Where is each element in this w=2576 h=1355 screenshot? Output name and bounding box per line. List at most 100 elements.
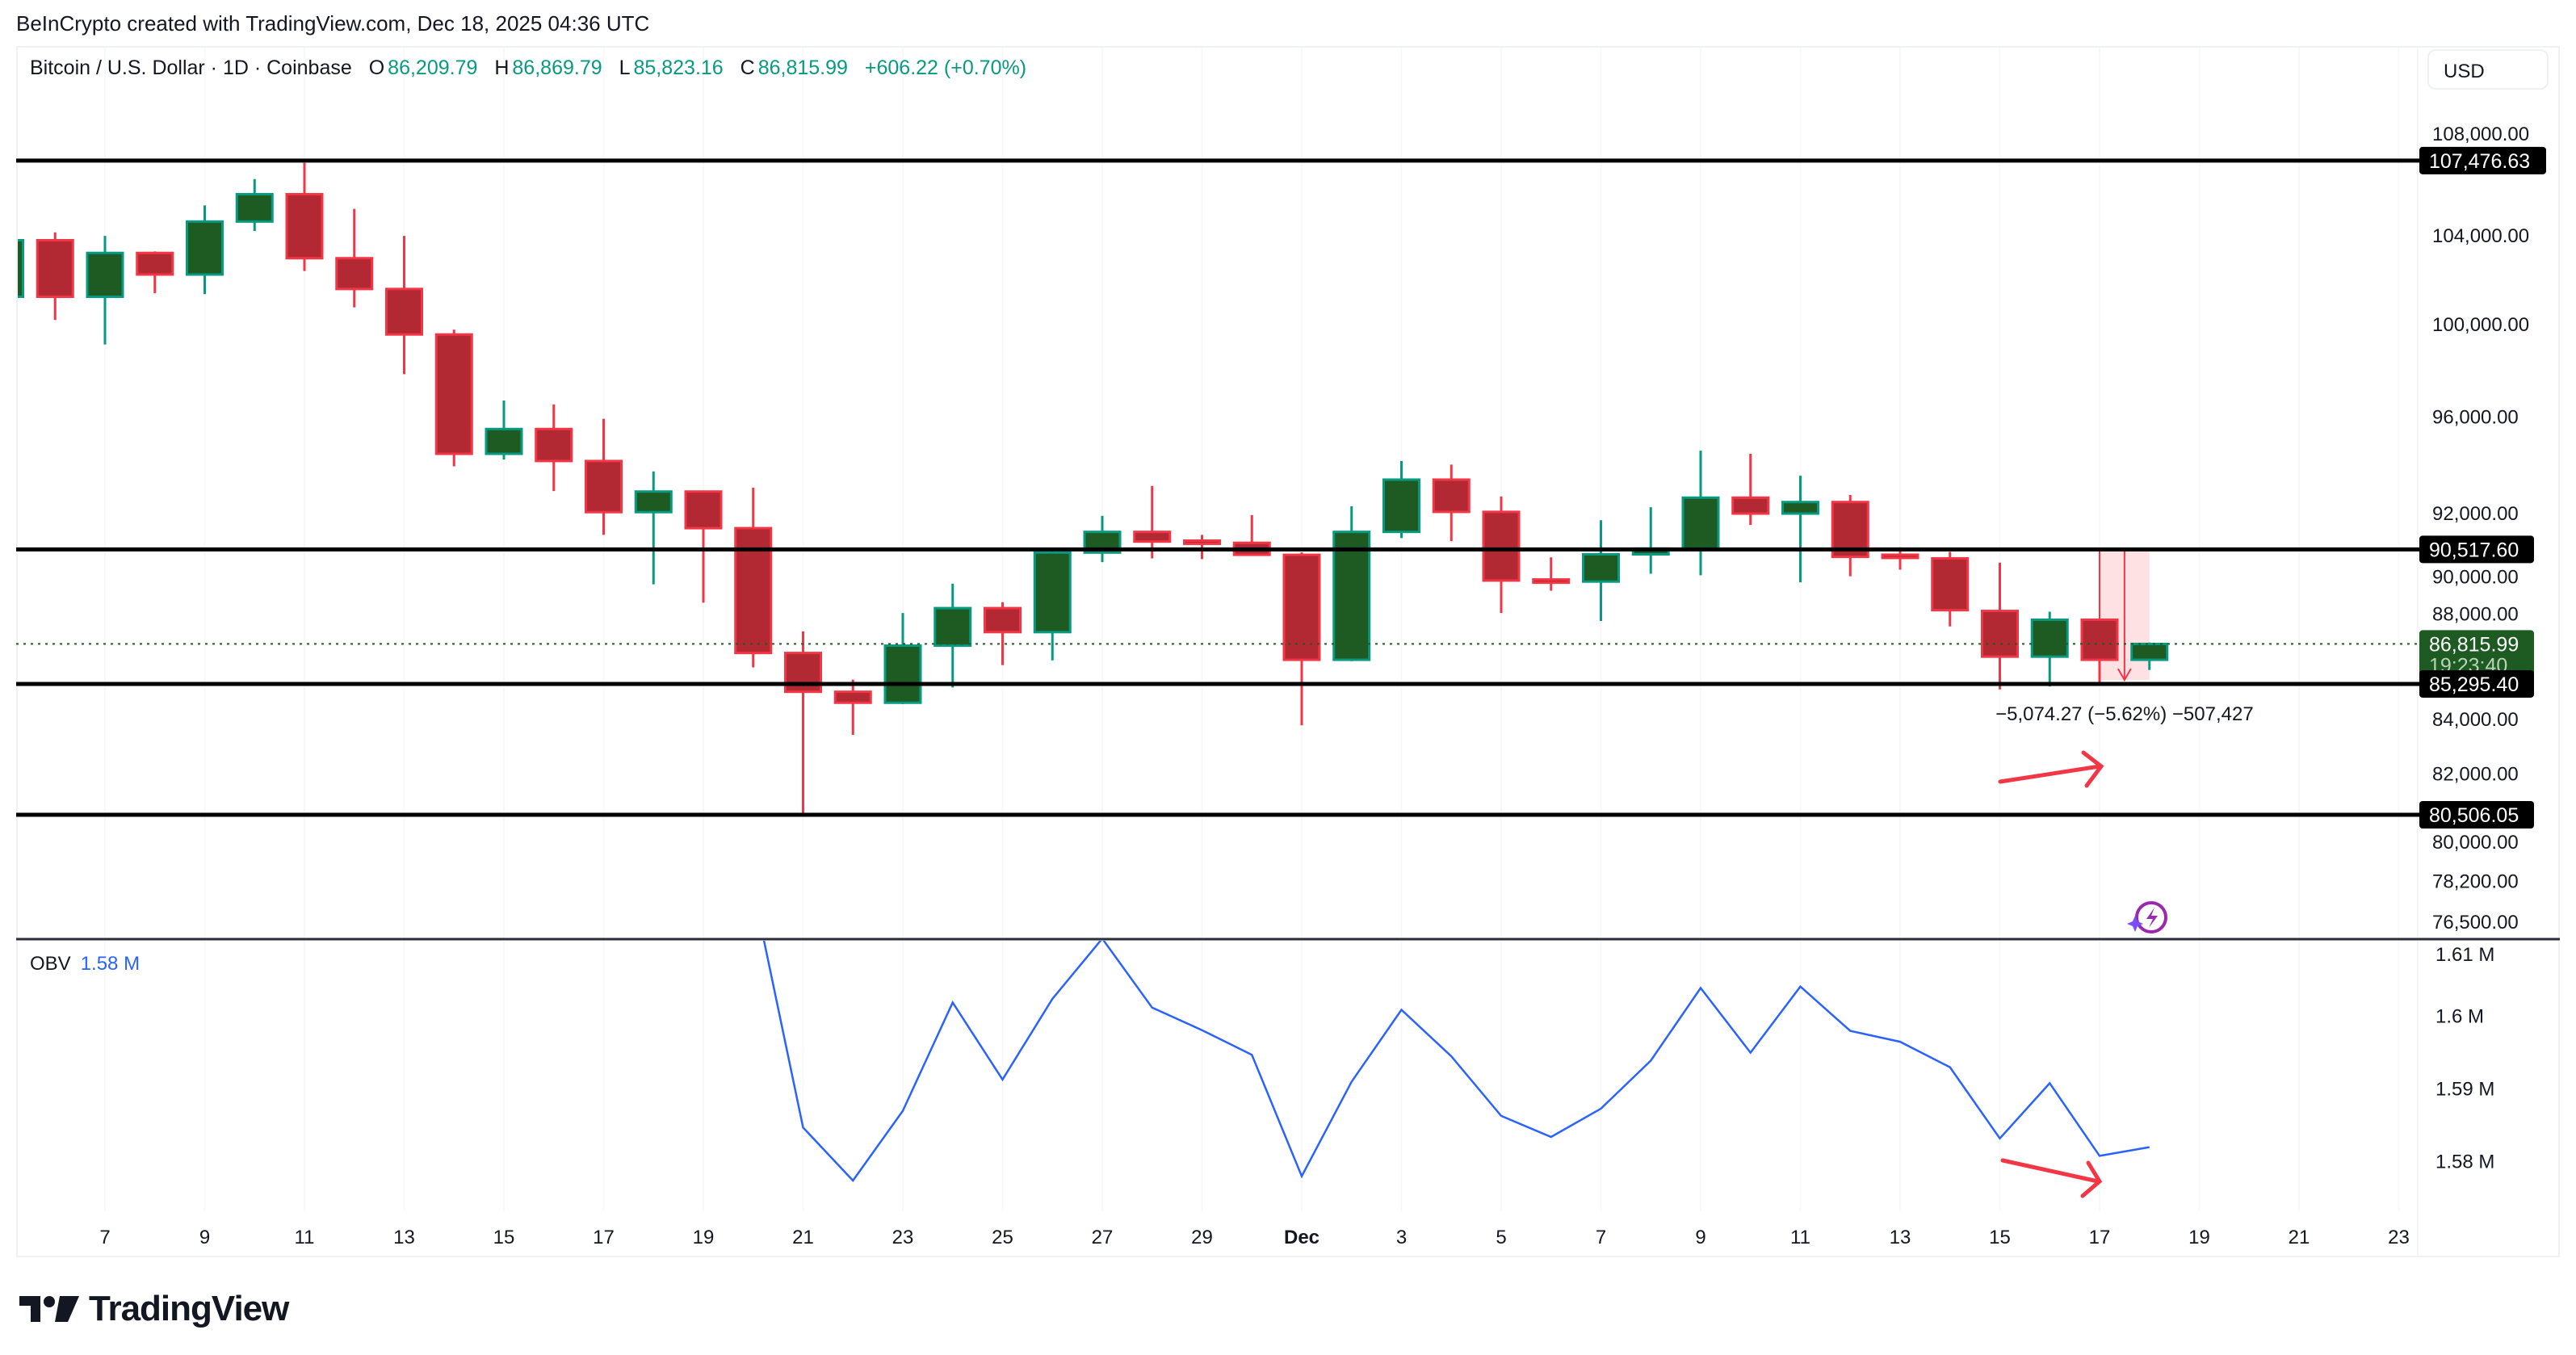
candle[interactable] <box>734 487 773 668</box>
candle[interactable] <box>1931 552 1970 627</box>
candle[interactable] <box>0 235 24 301</box>
candle[interactable] <box>1382 460 1420 539</box>
candle[interactable] <box>634 471 673 585</box>
candle[interactable] <box>883 613 922 704</box>
candle-body <box>335 257 374 291</box>
time-tick-label: 3 <box>1396 1227 1407 1248</box>
price-tick-label: 104,000.00 <box>2432 225 2529 247</box>
obv-legend[interactable]: OBV 1.58 M <box>30 953 140 975</box>
candle[interactable] <box>535 404 573 492</box>
candle[interactable] <box>1781 476 1819 583</box>
candle[interactable] <box>784 631 822 816</box>
time-tick-label: 11 <box>1790 1227 1810 1248</box>
candle[interactable] <box>933 583 972 688</box>
candle[interactable] <box>684 490 723 603</box>
candle[interactable] <box>1631 507 1670 574</box>
candle[interactable] <box>1432 464 1471 542</box>
candle[interactable] <box>1282 552 1321 726</box>
candle[interactable] <box>186 205 224 295</box>
obv-axis[interactable]: 1.61 M 1.6 M 1.59 M 1.58 M <box>2435 944 2494 1173</box>
obv-tick-label: 1.6 M <box>2435 1006 2484 1028</box>
candle-body <box>984 606 1022 634</box>
candle[interactable] <box>36 232 74 321</box>
candle[interactable] <box>136 251 174 294</box>
candle-body <box>634 490 673 514</box>
horizontal-levels[interactable]: 86,815.9919:23:40107,476.6390,517.6085,2… <box>16 146 2546 829</box>
candle-body <box>2080 618 2119 661</box>
candle[interactable] <box>1831 494 1869 577</box>
candle[interactable] <box>1033 547 1072 661</box>
candle-body <box>1183 539 1221 545</box>
candle[interactable] <box>335 208 374 308</box>
candle[interactable] <box>1133 485 1172 559</box>
candle[interactable] <box>485 400 523 460</box>
currency-button[interactable]: USD <box>2427 49 2549 90</box>
candle[interactable] <box>2030 611 2069 687</box>
price-tick-label: 76,500.00 <box>2432 912 2519 933</box>
time-axis[interactable]: 7 9 11 13 15 17 19 21 23 25 27 29 Dec 3 5 7 9 11 13 15 17 19 2… <box>99 1227 2410 1248</box>
candle[interactable] <box>235 178 274 232</box>
time-tick-label: 7 <box>99 1227 110 1248</box>
candle[interactable] <box>1482 496 1521 614</box>
candle[interactable] <box>434 329 473 467</box>
candle[interactable] <box>833 679 872 735</box>
time-tick-label: 29 <box>1191 1227 1213 1248</box>
change-value: +606.22 (+0.70%) <box>864 57 1027 79</box>
candle[interactable] <box>1083 515 1122 563</box>
candle-body <box>285 193 324 260</box>
candle-body <box>1482 510 1521 582</box>
price-tick-label: 90,000.00 <box>2432 566 2519 588</box>
candle-body <box>1781 501 1819 515</box>
obv-tick-label: 1.58 M <box>2435 1152 2494 1173</box>
candle[interactable] <box>1981 562 2019 690</box>
candle-body <box>933 606 972 648</box>
price-axis[interactable]: 108,000.00 104,000.00 100,000.00 96,000.00 9… <box>2432 124 2529 933</box>
candle[interactable] <box>86 236 124 345</box>
candle-body <box>1681 496 1720 550</box>
candle-body <box>1033 551 1072 634</box>
tradingview-logo[interactable]: TradingView <box>19 1289 289 1328</box>
candle-body <box>235 193 274 223</box>
price-tick-label: 108,000.00 <box>2432 124 2529 145</box>
candle[interactable] <box>2080 618 2119 683</box>
price-tick-label: 100,000.00 <box>2432 314 2529 336</box>
price-tick-label: 88,000.00 <box>2432 603 2519 625</box>
candle[interactable] <box>585 418 623 535</box>
candle-body <box>86 251 124 299</box>
candle-body <box>1432 478 1471 514</box>
level-price-text: 107,476.63 <box>2429 150 2530 173</box>
low-value: 85,823.16 <box>633 57 724 79</box>
time-tick-label: 25 <box>992 1227 1013 1248</box>
candle[interactable] <box>1681 451 1720 576</box>
time-tick-label: 5 <box>1496 1227 1506 1248</box>
candle[interactable] <box>385 236 423 375</box>
symbol-title: Bitcoin / U.S. Dollar · 1D · Coinbase <box>30 57 352 79</box>
candle[interactable] <box>285 162 324 271</box>
candle-body <box>833 690 872 704</box>
candle-body <box>1382 478 1420 534</box>
obv-value: 1.58 M <box>80 953 141 975</box>
candle[interactable] <box>1731 453 1770 526</box>
time-tick-label: 21 <box>792 1227 814 1248</box>
time-tick-label: 13 <box>393 1227 415 1248</box>
measure-arrow-head <box>2117 668 2132 682</box>
obv-tick-label: 1.61 M <box>2435 944 2494 966</box>
candle[interactable] <box>1183 535 1221 560</box>
tradingview-logo-icon <box>19 1296 79 1322</box>
time-tick-label: 19 <box>693 1227 715 1248</box>
time-tick-label: 21 <box>2289 1227 2310 1248</box>
candle[interactable] <box>1582 520 1620 622</box>
candle[interactable] <box>1332 506 1371 661</box>
candle[interactable] <box>1532 557 1571 591</box>
candle[interactable] <box>984 602 1022 665</box>
chart-credit: BeInCrypto created with TradingView.com,… <box>16 11 650 36</box>
lightning-icon[interactable] <box>2127 901 2167 933</box>
candle-body <box>1582 552 1620 583</box>
last-price-text: 86,815.99 <box>2429 633 2519 656</box>
level-price-text: 85,295.40 <box>2429 673 2519 696</box>
candle-body <box>1881 553 1919 560</box>
high-value: 86,869.79 <box>512 57 602 79</box>
candle[interactable] <box>2130 642 2169 670</box>
